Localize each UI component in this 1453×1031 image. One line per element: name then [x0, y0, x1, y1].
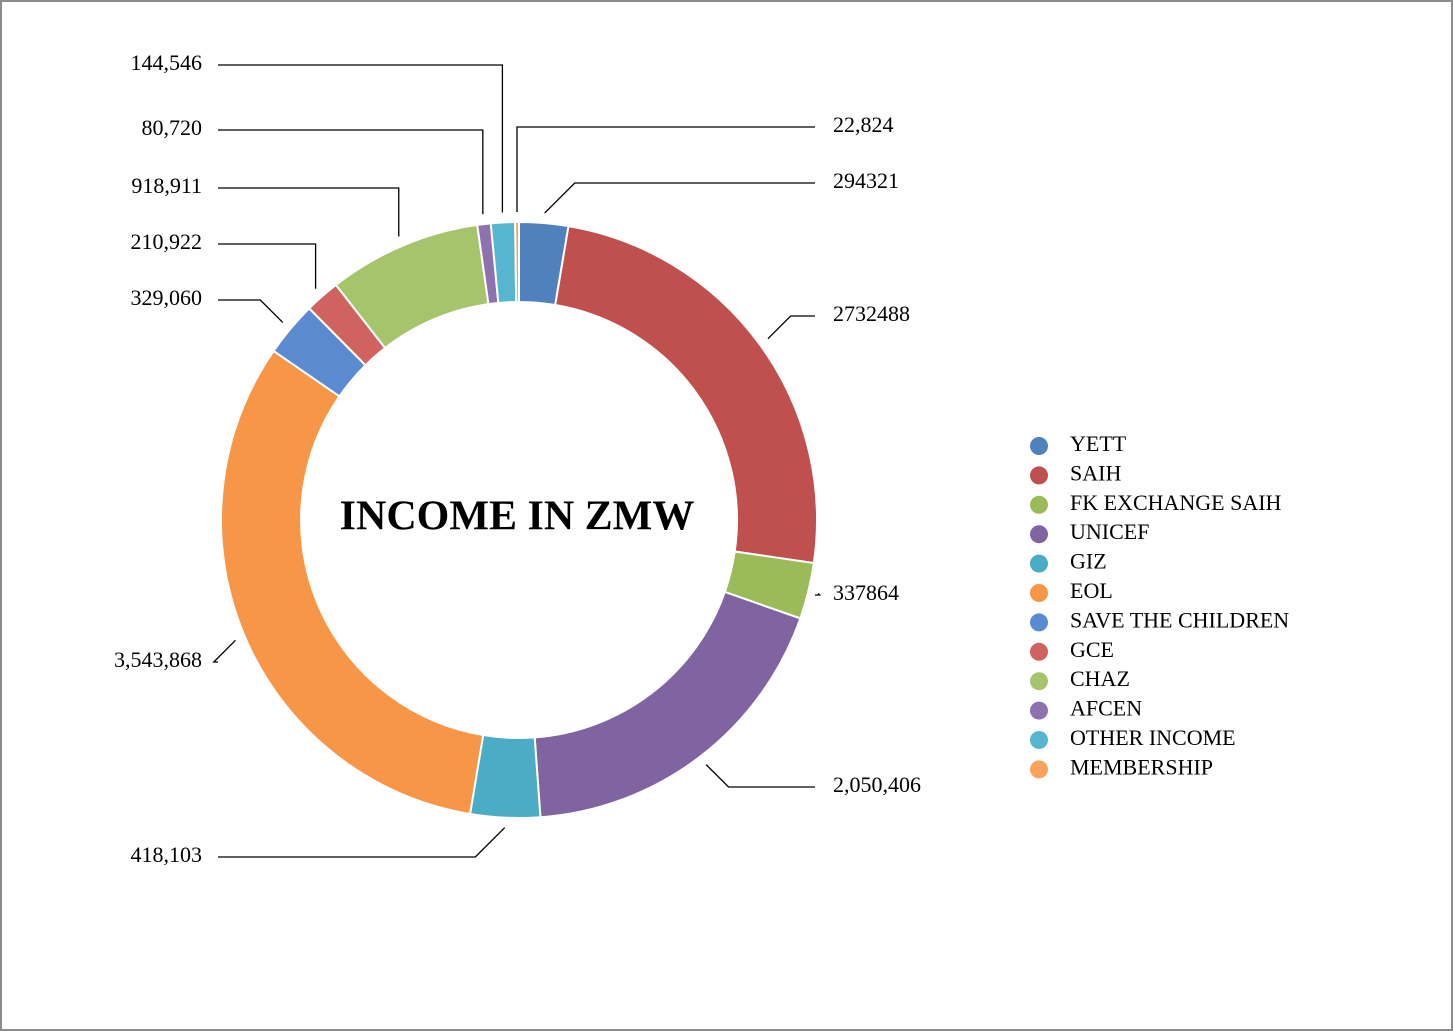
leader-line	[516, 126, 815, 213]
chart-title: INCOME IN ZMW	[340, 494, 695, 540]
leader-line	[218, 64, 504, 213]
legend-swatch	[1030, 701, 1048, 720]
legend-label: GCE	[1070, 637, 1114, 662]
legend-label: SAVE THE CHILDREN	[1070, 607, 1289, 632]
legend-label: SAIH	[1070, 460, 1121, 485]
legend-swatch	[1030, 466, 1048, 485]
legend-label: OTHER INCOME	[1070, 725, 1236, 750]
leader-line	[218, 299, 284, 323]
legend-swatch	[1030, 672, 1048, 691]
leader-line	[218, 187, 400, 237]
data-label: 2732488	[833, 301, 910, 326]
legend-swatch	[1030, 613, 1048, 632]
legend-swatch	[1030, 554, 1048, 573]
data-label: 337864	[833, 580, 899, 605]
leader-line	[218, 243, 317, 289]
legend-label: FK EXCHANGE SAIH	[1070, 490, 1282, 515]
legend-swatch	[1030, 437, 1048, 455]
data-label: 22,824	[833, 112, 894, 137]
leader-line	[767, 315, 815, 340]
legend-label: AFCEN	[1070, 696, 1142, 721]
data-label: 144,546	[131, 50, 203, 75]
data-label: 80,720	[142, 115, 203, 140]
leader-line	[705, 764, 815, 788]
data-label: 2,050,406	[833, 772, 921, 797]
leader-line	[212, 639, 236, 663]
slices	[220, 220, 818, 819]
data-label: 3,543,868	[114, 647, 202, 672]
legend-label: MEMBERSHIP	[1070, 754, 1213, 779]
slice	[220, 349, 485, 816]
legend-label: EOL	[1070, 578, 1113, 603]
legend-label: UNICEF	[1070, 519, 1149, 544]
leaders	[212, 64, 822, 858]
leader-line	[218, 827, 506, 858]
slice	[514, 220, 520, 304]
leader-line	[218, 129, 484, 215]
legend-label: CHAZ	[1070, 666, 1130, 691]
legend-swatch	[1030, 731, 1048, 749]
legend-swatch	[1030, 495, 1048, 514]
data-label: 329,060	[131, 285, 203, 310]
legend-swatch	[1030, 760, 1048, 779]
legend-label: YETT	[1070, 431, 1127, 456]
data-label: 418,103	[131, 842, 203, 867]
slice	[554, 224, 818, 565]
data-label: 294321	[833, 168, 899, 193]
data-label: 918,911	[131, 173, 202, 198]
legend-swatch	[1030, 525, 1048, 544]
legend-swatch	[1030, 642, 1048, 661]
leader-line	[544, 182, 815, 214]
legend-swatch	[1030, 584, 1048, 602]
legend-label: GIZ	[1070, 549, 1107, 574]
leader-line	[815, 592, 822, 596]
data-label: 210,922	[131, 229, 203, 254]
